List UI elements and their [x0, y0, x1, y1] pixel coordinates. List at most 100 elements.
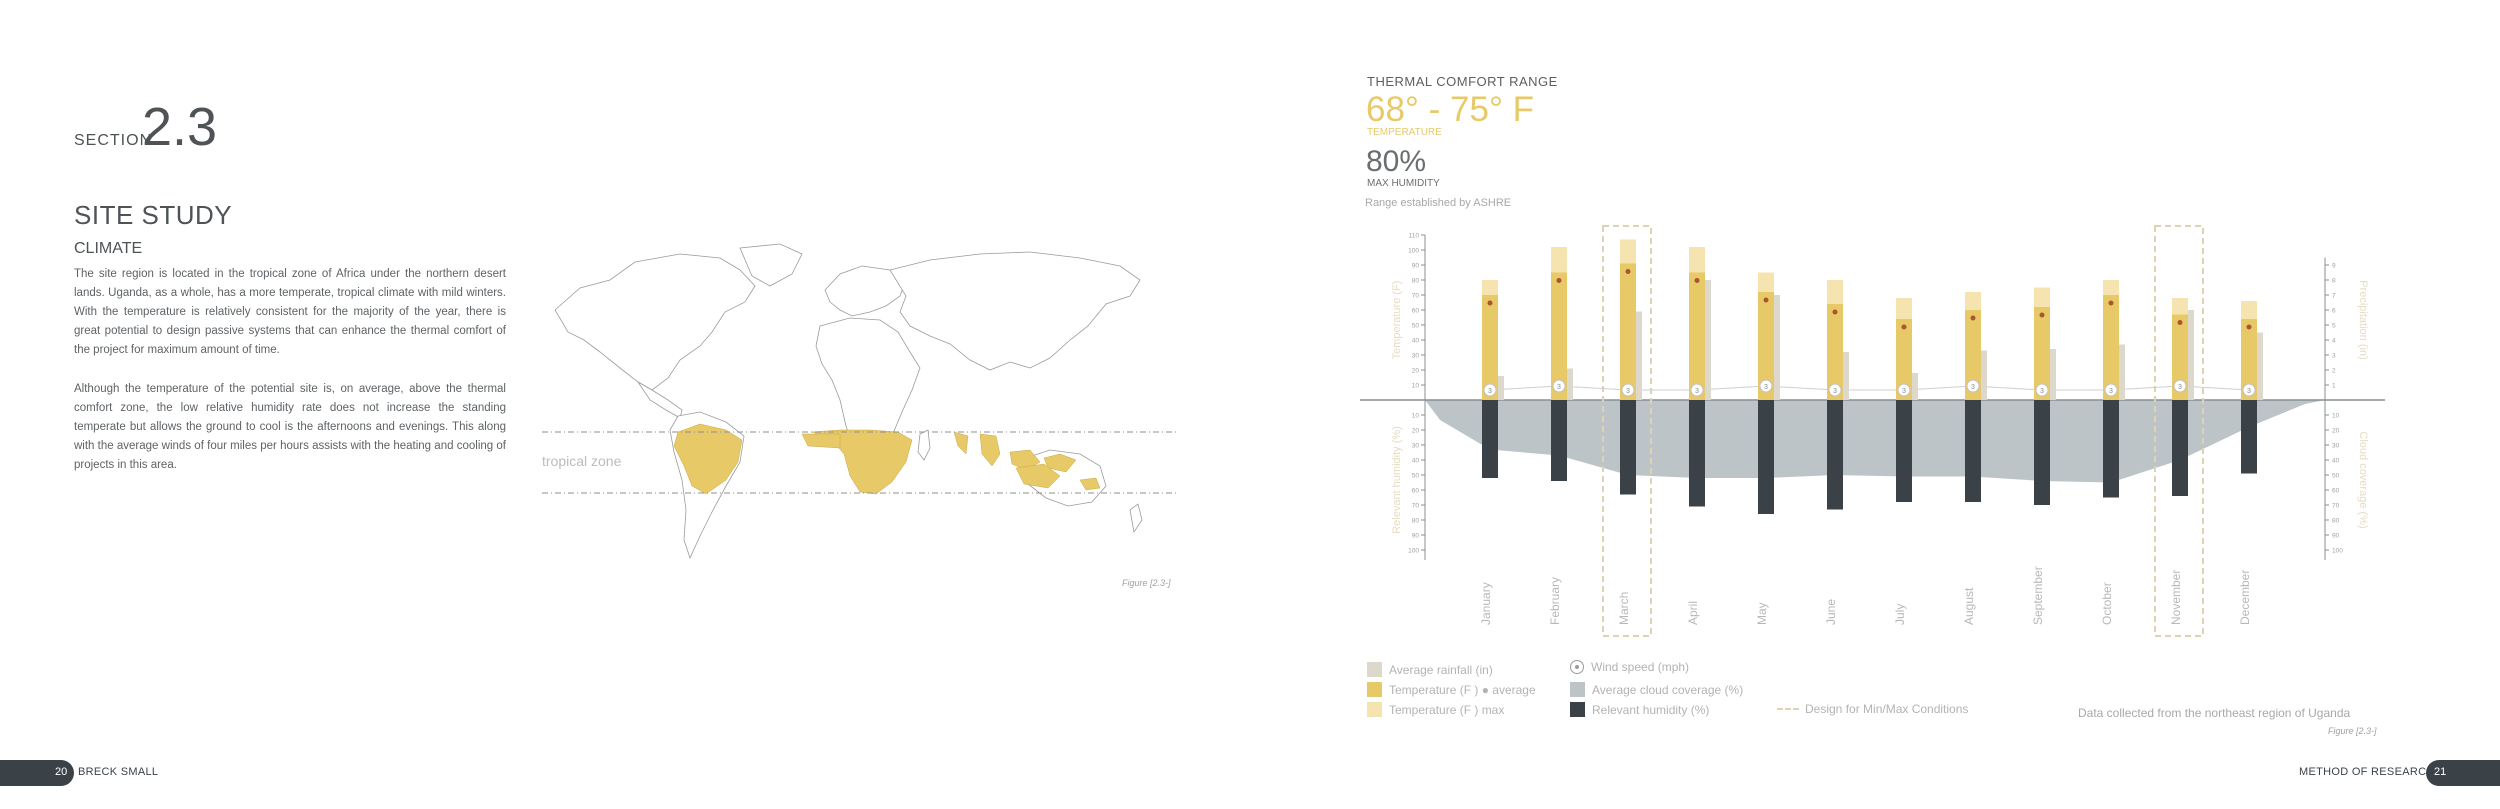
- wind-speed-marker: [1759, 379, 1773, 393]
- month-label: March: [1617, 592, 1631, 625]
- precip-tick-label: 6: [2332, 308, 2336, 315]
- legend-rainfall: Average rainfall (in): [1367, 662, 1493, 677]
- rainfall-bar: [1843, 352, 1849, 400]
- wind-speed-label: 3: [2040, 388, 2044, 395]
- cloud-tick-label: 80: [2332, 518, 2340, 525]
- section-number: 2.3: [142, 97, 218, 157]
- temp-average-dot: [1763, 297, 1769, 303]
- precip-tick-label: 8: [2332, 278, 2336, 285]
- rainfall-bar: [1774, 295, 1780, 400]
- temp-average-bar: [1758, 292, 1774, 400]
- legend-design-min-max: Design for Min/Max Conditions: [1777, 702, 1968, 716]
- climate-chart: 1101009080706050403020101020304050607080…: [1360, 225, 2385, 637]
- rainfall-bar: [1912, 373, 1918, 400]
- temp-average-dot: [1901, 324, 1907, 330]
- left-axis-title-humidity: Relevant humidity (%): [1391, 426, 1403, 534]
- temp-tick-label: 40: [1412, 338, 1420, 345]
- temp-average-bar: [1896, 319, 1912, 400]
- wind-speed-marker: [1552, 379, 1566, 393]
- world-map: [542, 243, 1176, 560]
- cloud-tick-label: 50: [2332, 473, 2340, 480]
- month-label: December: [2238, 570, 2252, 625]
- humidity-bar: [1551, 400, 1567, 481]
- rainfall-bar: [2119, 344, 2125, 400]
- rainfall-bar: [2188, 310, 2194, 400]
- temp-max-swatch: [1367, 702, 1382, 717]
- humidity-tick-label: 90: [1412, 533, 1420, 540]
- temp-tick-label: 10: [1412, 383, 1420, 390]
- range-source: Range established by ASHRE: [1365, 197, 1512, 209]
- temp-tick-label: 80: [1412, 278, 1420, 285]
- section-label: SECTION: [74, 132, 153, 149]
- cloud-tick-label: 100: [2332, 548, 2343, 555]
- temp-tick-label: 20: [1412, 368, 1420, 375]
- humidity-tick-label: 30: [1412, 443, 1420, 450]
- legend-cloud-coverage: Average cloud coverage (%): [1570, 682, 1743, 697]
- humidity-tick-label: 20: [1412, 428, 1420, 435]
- temp-average-bar: [1827, 304, 1843, 400]
- rainfall-bar: [1705, 280, 1711, 400]
- rainfall-bar: [1636, 311, 1642, 400]
- humidity-tick-label: 10: [1412, 413, 1420, 420]
- page-number-right: 21: [2434, 766, 2447, 778]
- wind-speed-label: 3: [1557, 384, 1561, 391]
- cloud-tick-label: 20: [2332, 428, 2340, 435]
- wind-speed-label: 3: [2178, 384, 2182, 391]
- precip-tick-label: 3: [2332, 353, 2336, 360]
- temp-average-dot: [1487, 300, 1493, 306]
- humidity-bar: [1620, 400, 1636, 495]
- wind-speed-label: 3: [1626, 388, 1630, 395]
- humidity-bar: [1827, 400, 1843, 510]
- humidity-bar: [2241, 400, 2257, 474]
- month-label: September: [2031, 566, 2045, 625]
- section-name: METHOD OF RESEARCH: [2299, 766, 2435, 778]
- temp-average-bar: [1482, 295, 1498, 400]
- max-humidity-value: 80%: [1366, 145, 1427, 178]
- humidity-bar: [2172, 400, 2188, 496]
- temp-average-bar: [1551, 272, 1567, 400]
- page-number-tab-left: 20: [0, 760, 74, 786]
- wind-speed-icon: [1570, 660, 1584, 674]
- wind-speed-marker: [2035, 383, 2049, 397]
- legend-temp-max: Temperature (F ) max: [1367, 702, 1504, 717]
- humidity-tick-label: 50: [1412, 473, 1420, 480]
- wind-speed-label: 3: [2247, 388, 2251, 395]
- humidity-bar: [1689, 400, 1705, 507]
- month-label: October: [2100, 582, 2114, 625]
- wind-speed-marker: [1483, 383, 1497, 397]
- data-source-note: Data collected from the northeast region…: [2078, 706, 2351, 720]
- humidity-bar: [1965, 400, 1981, 502]
- page-title: SITE STUDY: [74, 200, 233, 230]
- wind-speed-marker: [1897, 383, 1911, 397]
- wind-speed-label: 3: [1902, 388, 1906, 395]
- month-label: February: [1548, 577, 1562, 625]
- design-min-max-box: [1602, 225, 1652, 637]
- rainfall-swatch: [1367, 662, 1382, 677]
- temp-average-dot: [2108, 300, 2114, 306]
- temp-tick-label: 70: [1412, 293, 1420, 300]
- rainfall-bar: [2257, 332, 2263, 400]
- humidity-bar: [1482, 400, 1498, 478]
- temperature-range: 68° - 75° F: [1366, 90, 1535, 129]
- rainfall-bar: [2050, 349, 2056, 400]
- precip-tick-label: 7: [2332, 293, 2336, 300]
- humidity-bar: [1896, 400, 1912, 502]
- wind-speed-marker: [1828, 383, 1842, 397]
- wind-speed-label: 3: [1695, 388, 1699, 395]
- temp-average-swatch: [1367, 682, 1382, 697]
- temp-average-dot: [2039, 312, 2045, 318]
- precip-tick-label: 1: [2332, 383, 2336, 390]
- humidity-tick-label: 100: [1408, 548, 1419, 555]
- legend-humidity: Relevant humidity (%): [1570, 702, 1709, 717]
- cloud-tick-label: 60: [2332, 488, 2340, 495]
- tropical-zone-highlight: [673, 423, 1101, 495]
- figure-caption-left: Figure [2.3-]: [1122, 578, 1171, 588]
- humidity-tick-label: 60: [1412, 488, 1420, 495]
- right-axis-title-cloud: Cloud coverage (%): [2357, 431, 2369, 528]
- precip-tick-label: 4: [2332, 338, 2336, 345]
- dashed-box-icon: [1777, 708, 1799, 710]
- rainfall-bar: [1498, 376, 1504, 400]
- temp-tick-label: 30: [1412, 353, 1420, 360]
- humidity-bar: [2034, 400, 2050, 505]
- precip-tick-label: 9: [2332, 263, 2336, 270]
